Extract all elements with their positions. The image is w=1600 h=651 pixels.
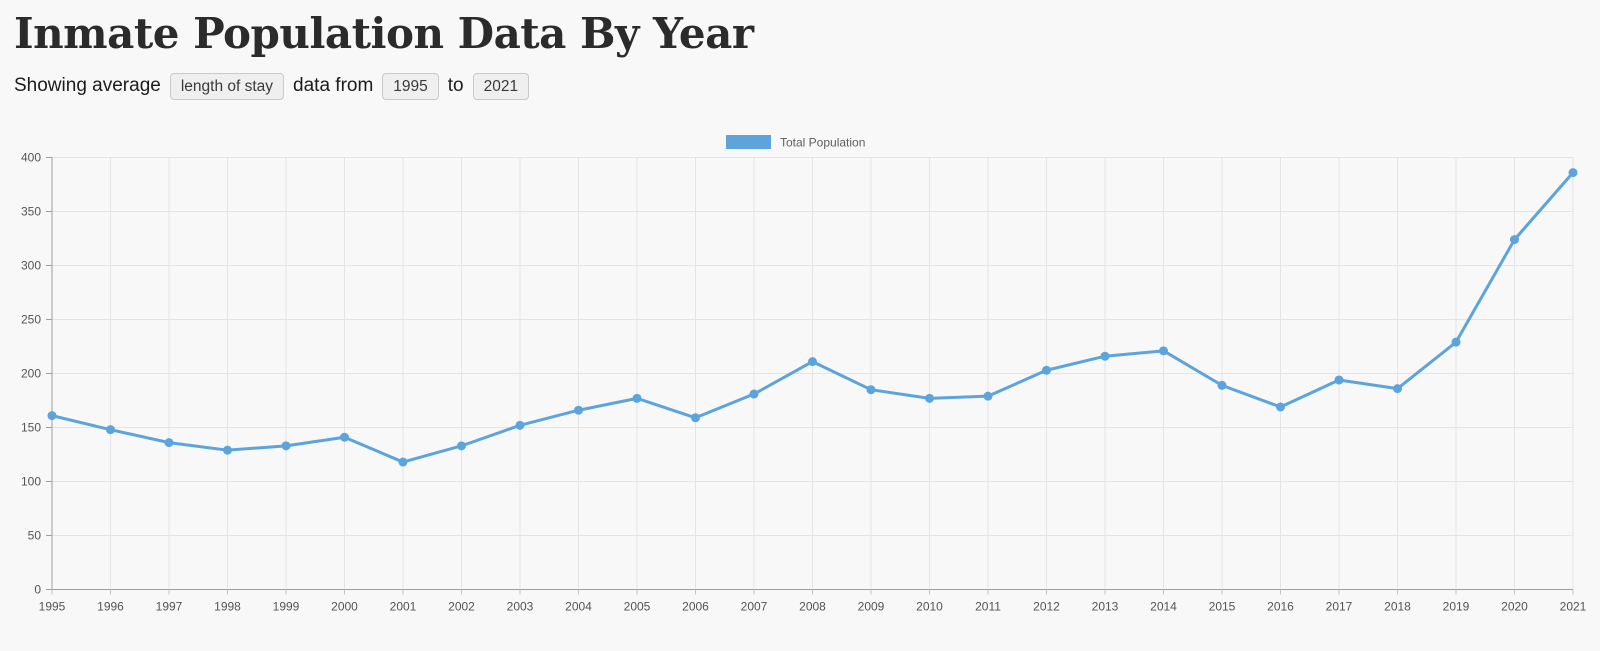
start-year-select[interactable]: 1995 xyxy=(382,72,439,100)
axes xyxy=(46,156,1574,595)
data-point[interactable] xyxy=(398,457,408,467)
data-point[interactable] xyxy=(1159,346,1168,356)
data-point[interactable] xyxy=(281,441,291,451)
data-point[interactable] xyxy=(106,425,115,435)
data-point[interactable] xyxy=(691,413,700,423)
subtitle-to-text: to xyxy=(447,75,464,97)
data-point[interactable] xyxy=(164,437,174,447)
y-tick-label: 400 xyxy=(21,150,41,164)
y-tick-label: 0 xyxy=(34,582,41,596)
x-tick-label: 1998 xyxy=(214,599,241,613)
x-tick-label: 2021 xyxy=(1560,599,1587,613)
x-tick-label: 1999 xyxy=(273,599,300,613)
data-point[interactable] xyxy=(515,420,525,430)
data-point[interactable] xyxy=(1510,234,1519,244)
metric-select[interactable]: length of stay xyxy=(169,72,285,100)
legend-swatch xyxy=(726,134,771,149)
x-tick-label: 2002 xyxy=(448,599,475,613)
x-tick-label: 2015 xyxy=(1209,599,1236,613)
y-tick-label: 300 xyxy=(21,258,41,272)
y-tick-label: 350 xyxy=(21,204,41,218)
y-tick-label: 100 xyxy=(21,474,41,488)
x-tick-label: 2006 xyxy=(682,599,709,613)
x-tick-label: 2010 xyxy=(916,599,943,613)
data-point[interactable] xyxy=(340,432,349,442)
data-point[interactable] xyxy=(749,389,759,399)
data-point[interactable] xyxy=(574,405,583,415)
data-point[interactable] xyxy=(457,441,466,451)
data-point[interactable] xyxy=(47,410,57,420)
x-tick-label: 2011 xyxy=(975,599,1001,613)
y-tick-label: 150 xyxy=(21,420,41,434)
grid-lines xyxy=(52,156,1574,590)
page-title: Inmate Population Data By Year xyxy=(14,9,754,58)
y-tick-label: 50 xyxy=(28,528,42,542)
page: { "page": { "title": "Inmate Population … xyxy=(0,8,1600,651)
x-tick-label: 1997 xyxy=(156,599,183,613)
data-point[interactable] xyxy=(1276,402,1285,412)
x-tick-label: 1996 xyxy=(97,599,124,613)
x-tick-label: 2012 xyxy=(1033,599,1060,613)
x-tick-label: 2003 xyxy=(507,599,534,613)
data-point[interactable] xyxy=(1217,380,1227,390)
subtitle: Showing average length of stay data from… xyxy=(14,72,1600,100)
data-point[interactable] xyxy=(1568,167,1578,177)
x-tick-label: 2018 xyxy=(1384,599,1411,613)
legend-label: Total Population xyxy=(780,135,865,149)
x-tick-label: 2004 xyxy=(565,599,592,613)
subtitle-middle-text: data from xyxy=(293,75,374,97)
x-tick-label: 2000 xyxy=(331,599,358,613)
subtitle-prefix-text: Showing average xyxy=(14,75,161,97)
x-tick-label: 2020 xyxy=(1501,599,1528,613)
x-tick-label: 2013 xyxy=(1092,599,1119,613)
x-axis-labels: 1995 1996 1997 1998 1999 2000 2001 2002 2003 2004… xyxy=(39,599,1587,613)
data-point[interactable] xyxy=(1100,351,1110,361)
data-point[interactable] xyxy=(925,393,934,403)
data-point[interactable] xyxy=(983,391,993,401)
x-tick-label: 2017 xyxy=(1326,599,1353,613)
x-tick-label: 2009 xyxy=(858,599,885,613)
y-tick-label: 250 xyxy=(21,312,41,326)
end-year-select[interactable]: 2021 xyxy=(472,72,530,100)
x-tick-label: 2001 xyxy=(390,599,417,613)
x-tick-label: 2019 xyxy=(1443,599,1470,613)
data-point[interactable] xyxy=(632,393,642,403)
x-tick-label: 2016 xyxy=(1267,599,1294,613)
data-point[interactable] xyxy=(866,385,876,395)
data-point[interactable] xyxy=(1393,383,1402,393)
x-tick-label: 2014 xyxy=(1150,599,1177,613)
data-point[interactable] xyxy=(808,356,817,366)
chart-legend[interactable]: Total Population xyxy=(726,134,865,150)
x-tick-label: 1995 xyxy=(39,599,66,613)
y-tick-label: 200 xyxy=(21,366,41,380)
x-tick-label: 2005 xyxy=(624,599,651,613)
data-point[interactable] xyxy=(1451,337,1461,347)
data-point[interactable] xyxy=(1042,365,1051,375)
data-point[interactable] xyxy=(1334,375,1344,385)
x-tick-label: 2007 xyxy=(741,599,768,613)
y-axis-labels: 0 50 100 150 200 250 300 350 400 xyxy=(21,150,41,596)
population-line-chart[interactable]: 0 50 100 150 200 250 300 350 400 1995 1996 1997 1998… xyxy=(0,124,1600,629)
x-tick-label: 2008 xyxy=(799,599,826,613)
data-point[interactable] xyxy=(223,445,232,455)
series-points[interactable] xyxy=(47,167,1578,467)
